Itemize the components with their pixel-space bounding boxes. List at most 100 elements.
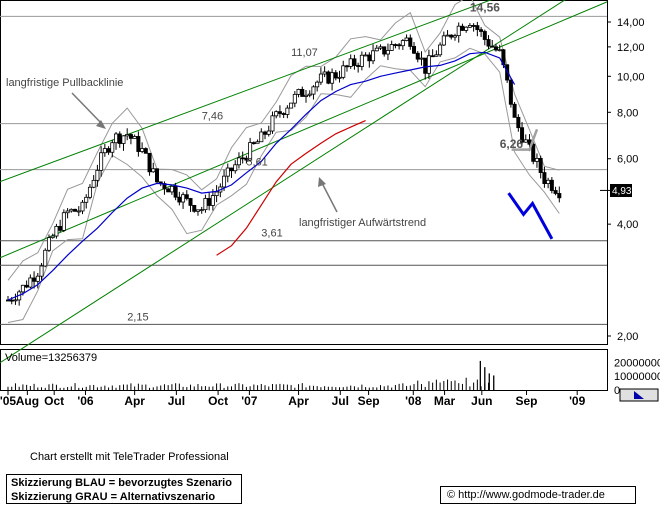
candle [523, 134, 528, 143]
x-axis-label: Apr [288, 394, 309, 408]
candle [199, 206, 204, 214]
candle [121, 135, 126, 151]
candle [233, 160, 238, 174]
candle [143, 147, 148, 154]
candle [538, 155, 543, 179]
candle [43, 248, 48, 268]
level-label: 3,61 [261, 228, 282, 240]
candle [166, 187, 171, 193]
level-label: 11,07 [291, 47, 318, 59]
uptrend-parallel-line [0, 1, 608, 259]
x-axis-label: Oct [44, 394, 64, 408]
candle [397, 42, 402, 50]
candle [557, 186, 562, 203]
price-axis-label: 8,00 [617, 107, 638, 119]
price-axis-label: 12,00 [617, 42, 645, 54]
bollinger-upper [7, 0, 560, 281]
price-axis-label: 6,00 [617, 154, 638, 166]
volume-axis-label: 0 [614, 385, 620, 397]
uptrend-arrow [321, 182, 338, 213]
candle [516, 114, 521, 132]
candle [371, 44, 376, 65]
candle [348, 54, 353, 69]
candle [318, 67, 323, 85]
candle [311, 85, 316, 100]
candle [50, 233, 55, 239]
candle [464, 26, 469, 33]
candle [303, 90, 308, 103]
candle [192, 204, 197, 213]
source-url[interactable]: © http://www.godmode-trader.de [440, 486, 636, 504]
candle [378, 44, 383, 51]
candle [546, 177, 551, 189]
candle [285, 105, 290, 119]
x-axis-label: '07 [241, 394, 258, 408]
level-label: 14,56 [470, 1, 500, 15]
candle [203, 194, 208, 213]
candle [467, 23, 472, 28]
candle [549, 177, 554, 194]
current-price-value: 4,93 [612, 186, 632, 197]
candle [352, 54, 357, 70]
candle [102, 143, 107, 157]
candle [512, 101, 517, 118]
candle [296, 88, 301, 98]
candle [289, 102, 294, 109]
candle [162, 181, 167, 195]
candle [359, 51, 364, 71]
x-axis-label: '08 [405, 394, 422, 408]
candle [32, 271, 37, 289]
candle [415, 51, 420, 63]
candle [393, 43, 398, 49]
candle [490, 39, 495, 48]
candle [412, 41, 417, 54]
candle [274, 110, 279, 119]
sma-200-line [216, 120, 366, 256]
x-axis-label: Aug [16, 394, 39, 408]
candle [6, 295, 11, 302]
candle [419, 51, 424, 66]
x-axis-label: Jun [471, 394, 492, 408]
candle [24, 280, 29, 289]
scenario-blue-line [507, 192, 554, 240]
level-label: 5,61 [246, 157, 267, 169]
candle [169, 185, 174, 195]
chart-credit: Chart erstellt mit TeleTrader Profession… [30, 451, 229, 463]
candle [292, 91, 297, 108]
candle [534, 153, 539, 168]
candle [225, 163, 230, 183]
candle [110, 139, 115, 158]
candle [475, 21, 480, 37]
candle [322, 66, 327, 78]
candle [441, 31, 446, 47]
volume-axis-label: 20000000 [614, 357, 660, 369]
candle [553, 186, 558, 196]
candle [430, 49, 435, 58]
candle [248, 137, 253, 162]
candle [184, 190, 189, 201]
copyright-icon: © [447, 489, 456, 501]
candle [493, 43, 498, 52]
candle [54, 223, 59, 239]
candle [236, 152, 241, 169]
candle [117, 131, 122, 148]
level-label: 2,15 [127, 311, 148, 323]
candle [91, 175, 96, 189]
candle [39, 262, 44, 281]
price-axis-label: 4,00 [617, 219, 638, 231]
candle [240, 151, 245, 164]
bollinger-lower [7, 47, 560, 323]
candle [61, 209, 66, 233]
price-axis-label: 14,00 [617, 17, 645, 29]
price-panel-frame [0, 0, 608, 345]
x-axis-label: Mar [434, 394, 456, 408]
candle [508, 79, 513, 108]
candle [456, 22, 461, 43]
candle [341, 60, 346, 80]
candle [87, 184, 92, 200]
candle [281, 112, 286, 119]
source-url-text: http://www.godmode-trader.de [458, 489, 605, 501]
legend-blue: Skizzierung BLAU = bevorzugtes Szenario [11, 477, 232, 489]
candle [270, 111, 275, 134]
candle [58, 219, 63, 233]
